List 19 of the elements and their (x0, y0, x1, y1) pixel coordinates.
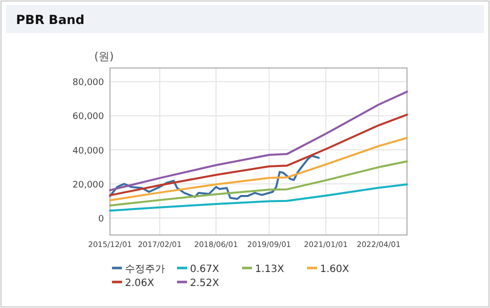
legend-label: 2.06X (125, 278, 154, 289)
line-series (109, 154, 320, 200)
line-series (109, 183, 408, 212)
legend-label: 1.60X (320, 264, 350, 275)
y-tick-label: 60,000 (72, 112, 104, 122)
legend-label: 2.52X (190, 278, 220, 289)
line-series (109, 160, 408, 207)
y-tick-label: 80,000 (72, 78, 104, 88)
y-axis-title: (원) (94, 50, 114, 63)
y-tick-label: 0 (98, 214, 104, 224)
y-tick-label: 20,000 (72, 180, 104, 190)
line-series (109, 114, 408, 196)
legend-label: 0.67X (190, 264, 220, 275)
line-series (109, 90, 408, 192)
chart-title: PBR Band (16, 12, 84, 27)
y-tick-label: 40,000 (72, 146, 104, 156)
legend-label: 수정주가 (125, 264, 165, 275)
line-series (109, 136, 408, 202)
legend-label: 1.13X (255, 264, 284, 275)
